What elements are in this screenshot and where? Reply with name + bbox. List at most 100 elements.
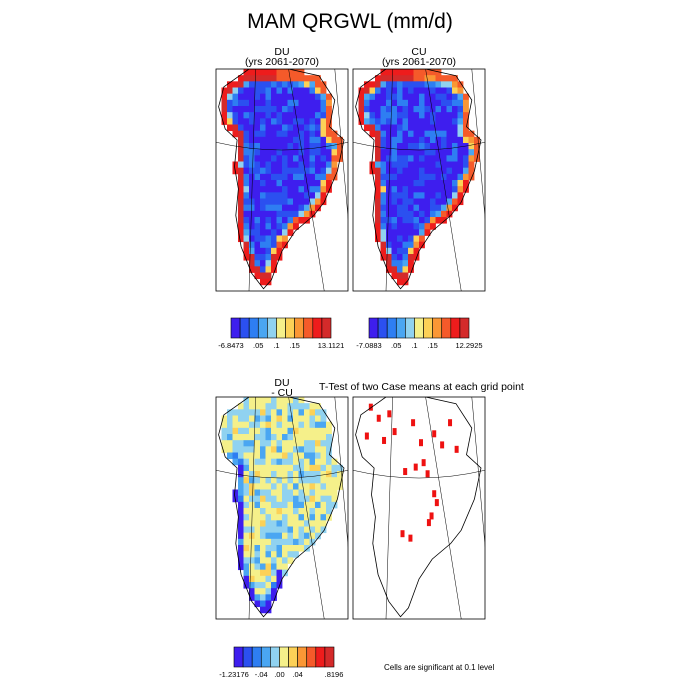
grid-cell bbox=[254, 149, 261, 156]
grid-cell bbox=[304, 149, 310, 156]
grid-cell bbox=[413, 167, 420, 175]
colorbar-swatch bbox=[303, 317, 314, 339]
colorbar-tick-label: .05 bbox=[391, 341, 401, 350]
grid-cell bbox=[309, 75, 316, 82]
grid-cell bbox=[391, 173, 398, 181]
grid-cell bbox=[298, 118, 305, 125]
grid-cell bbox=[238, 508, 244, 515]
grid-cell bbox=[287, 446, 294, 453]
grid-cell bbox=[238, 415, 244, 423]
grid-cell bbox=[441, 124, 447, 132]
colorbar-swatch bbox=[279, 646, 289, 668]
grid-cell bbox=[282, 229, 288, 236]
grid-cell bbox=[386, 124, 392, 132]
grid-cell bbox=[315, 161, 321, 169]
grid-cell bbox=[271, 118, 277, 125]
grid-cell bbox=[265, 588, 272, 595]
grid-cell bbox=[463, 112, 469, 119]
grid-cell bbox=[227, 440, 233, 447]
grid-cell bbox=[463, 118, 469, 125]
grid-cell bbox=[276, 563, 283, 571]
grid-cell bbox=[441, 161, 447, 169]
grid-cell bbox=[276, 241, 283, 249]
grid-cell bbox=[331, 464, 338, 472]
grid-cell bbox=[227, 446, 233, 453]
grid-cell bbox=[424, 180, 431, 187]
significant-cell bbox=[411, 419, 416, 427]
grid-cell bbox=[260, 130, 266, 138]
grid-cell bbox=[249, 180, 255, 187]
grid-cell bbox=[326, 130, 332, 138]
grid-cell bbox=[457, 130, 464, 138]
grid-cell bbox=[260, 124, 266, 132]
grid-cell bbox=[271, 563, 277, 571]
grid-cell bbox=[260, 569, 266, 577]
grid-cell bbox=[287, 112, 294, 119]
grid-cell bbox=[243, 545, 250, 552]
grid-cell bbox=[232, 489, 239, 497]
grid-cell bbox=[293, 210, 299, 218]
grid-cell bbox=[298, 421, 305, 429]
grid-cell bbox=[254, 192, 261, 199]
map-frame bbox=[352, 68, 486, 292]
grid-cell bbox=[457, 186, 464, 193]
grid-cell bbox=[254, 93, 261, 101]
colorbar-swatch bbox=[441, 317, 452, 339]
grid-cell bbox=[249, 223, 255, 230]
colorbar-swatch bbox=[260, 646, 271, 668]
grid-cell bbox=[265, 594, 272, 601]
grid-cell bbox=[282, 75, 288, 82]
grid-cell bbox=[408, 87, 414, 95]
grid-cell bbox=[260, 514, 266, 521]
grid-cell bbox=[287, 136, 294, 144]
grid-cell bbox=[326, 483, 332, 490]
grid-cell bbox=[265, 538, 272, 546]
grid-cell bbox=[419, 106, 425, 113]
grid-cell bbox=[243, 124, 250, 132]
grid-cell bbox=[315, 143, 321, 150]
grid-cell bbox=[441, 198, 447, 206]
grid-cell bbox=[391, 180, 398, 187]
grid-cell bbox=[309, 495, 316, 503]
grid-cell bbox=[430, 204, 436, 212]
significant-cell bbox=[382, 436, 387, 444]
colorbar-du-minus-cu: -1.23176 -.04.00.04.8196 bbox=[219, 646, 344, 679]
grid-cell bbox=[276, 452, 283, 460]
grid-cell bbox=[254, 173, 261, 181]
colorbar-tick-label: .8196 bbox=[325, 670, 344, 679]
grid-cell bbox=[260, 594, 266, 601]
grid-cell bbox=[282, 155, 288, 162]
grid-cell bbox=[265, 545, 272, 552]
grid-cell bbox=[238, 520, 244, 527]
grid-cell bbox=[413, 223, 420, 230]
grid-cell bbox=[265, 415, 272, 423]
grid-cell bbox=[271, 588, 277, 595]
grid-cell bbox=[271, 483, 277, 490]
grid-cell bbox=[282, 557, 288, 564]
grid-cell bbox=[243, 198, 250, 206]
grid-cell bbox=[238, 149, 244, 156]
grid-cell bbox=[282, 87, 288, 95]
grid-cell bbox=[364, 93, 370, 101]
grid-cell bbox=[282, 569, 288, 577]
grid-cell bbox=[260, 204, 266, 212]
grid-cell bbox=[430, 69, 436, 76]
grid-cell bbox=[463, 93, 469, 101]
grid-cell bbox=[227, 87, 233, 95]
grid-cell bbox=[265, 464, 272, 472]
grid-cell bbox=[249, 483, 255, 490]
grid-cell bbox=[221, 118, 228, 125]
grid-cell bbox=[276, 483, 283, 490]
grid-cell bbox=[430, 217, 436, 224]
grid-cell bbox=[265, 161, 272, 169]
grid-cell bbox=[320, 112, 327, 119]
grid-cell bbox=[326, 421, 332, 429]
grid-cell bbox=[304, 483, 310, 490]
grid-cell bbox=[287, 99, 294, 107]
grid-cell bbox=[293, 452, 299, 460]
grid-cell bbox=[309, 489, 316, 497]
grid-cell bbox=[457, 136, 464, 144]
grid-cell bbox=[326, 186, 332, 193]
grid-cell bbox=[320, 155, 327, 162]
colorbar-swatch bbox=[257, 317, 268, 339]
